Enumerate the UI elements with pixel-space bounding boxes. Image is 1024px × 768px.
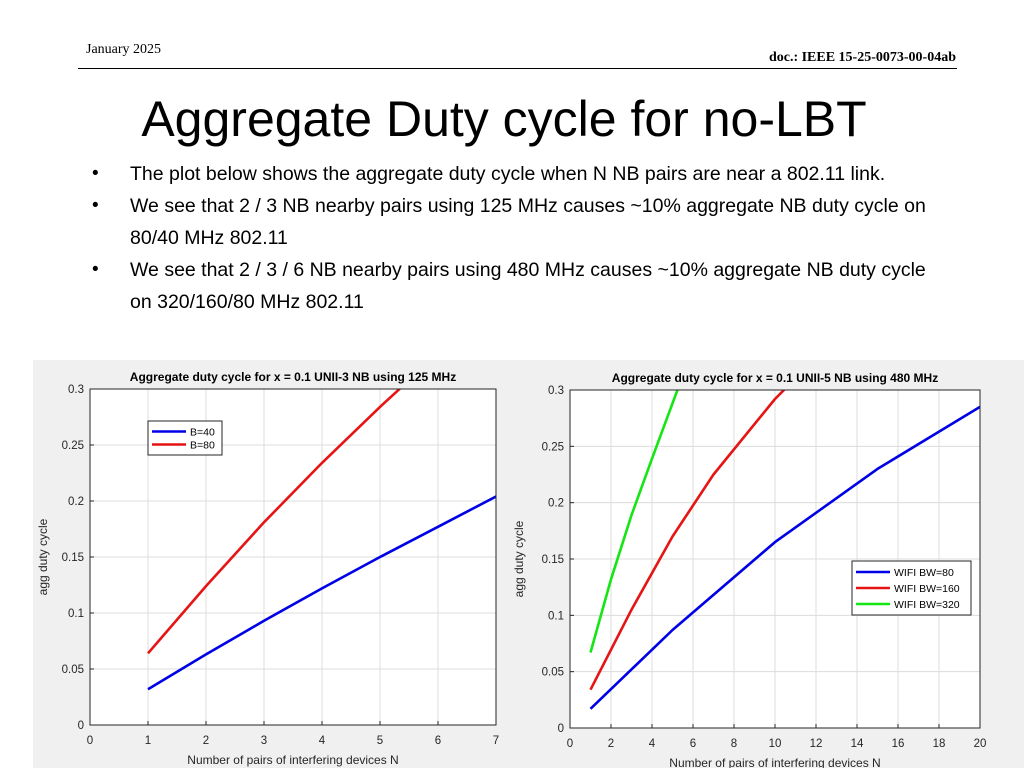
legend-label: WIFI BW=80 xyxy=(894,567,954,579)
x-tick-label: 5 xyxy=(377,735,383,747)
x-tick-label: 0 xyxy=(567,738,573,750)
series-line xyxy=(589,390,786,691)
x-tick-label: 18 xyxy=(933,738,946,750)
x-tick-label: 14 xyxy=(851,738,864,750)
x-tick-label: 8 xyxy=(731,738,737,750)
header-date: January 2025 xyxy=(86,42,162,57)
legend-box xyxy=(147,420,223,456)
bullet-item: We see that 2 / 3 / 6 NB nearby pairs us… xyxy=(86,254,946,318)
y-tick-label: 0.05 xyxy=(542,667,564,679)
chart-title: Aggregate duty cycle for x = 0.1 UNII-5 … xyxy=(612,371,938,385)
chart-title: Aggregate duty cycle for x = 0.1 UNII-3 … xyxy=(130,370,456,384)
chart-unii3: 0 1 2 3 4 5 6 7 0 0.05 0.1 0.15 0.2 0.25 0.3 Aggregate … xyxy=(36,370,499,767)
header-rule xyxy=(78,68,957,69)
header-doc-id: doc.: IEEE 15-25-0073-00-04ab xyxy=(768,50,956,65)
series-line xyxy=(589,390,679,653)
x-tick-label: 0 xyxy=(87,735,93,747)
x-tick-label: 4 xyxy=(319,735,326,747)
series-line xyxy=(147,389,402,655)
legend-label: B=40 xyxy=(190,427,215,439)
y-tick-label: 0.3 xyxy=(548,385,564,397)
x-tick-label: 2 xyxy=(203,735,209,747)
bullet-item: The plot below shows the aggregate duty … xyxy=(86,158,946,190)
x-tick-label: 1 xyxy=(145,735,151,747)
y-tick-label: 0.2 xyxy=(548,498,564,510)
x-axis-label: Number of pairs of interfering devices N xyxy=(187,753,398,767)
y-tick-label: 0.15 xyxy=(62,552,84,564)
x-tick-label: 20 xyxy=(974,738,987,750)
series-line xyxy=(589,405,980,710)
y-tick-label: 0.15 xyxy=(542,554,564,566)
y-tick-label: 0.3 xyxy=(68,384,84,396)
y-tick-label: 0.05 xyxy=(62,664,84,676)
bullet-item: We see that 2 / 3 NB nearby pairs using … xyxy=(86,190,946,254)
x-tick-label: 7 xyxy=(493,735,499,747)
chart-unii5: 0 2 4 6 8 10 12 14 16 18 20 0 0.05 0.1 0.15 0.2 0.25 0.3 A… xyxy=(512,371,987,768)
y-tick-label: 0 xyxy=(78,720,84,732)
y-tick-label: 0.1 xyxy=(548,610,564,622)
x-tick-label: 3 xyxy=(261,735,267,747)
x-tick-label: 2 xyxy=(608,738,614,750)
y-axis-label: agg duty cycle xyxy=(512,520,526,597)
x-tick-label: 12 xyxy=(810,738,823,750)
y-tick-label: 0.25 xyxy=(62,440,84,452)
x-tick-label: 4 xyxy=(649,738,656,750)
slide-title: Aggregate Duty cycle for no-LBT xyxy=(141,91,867,147)
x-tick-label: 6 xyxy=(690,738,696,750)
x-axis-label: Number of pairs of interfering devices N xyxy=(669,756,880,768)
y-axis-label: agg duty cycle xyxy=(36,518,50,595)
legend-label: WIFI BW=160 xyxy=(894,583,960,595)
legend-label: B=80 xyxy=(190,440,215,452)
y-tick-label: 0.25 xyxy=(542,441,564,453)
legend-label: WIFI BW=320 xyxy=(894,599,960,611)
x-tick-label: 16 xyxy=(892,738,905,750)
x-tick-label: 6 xyxy=(435,735,441,747)
x-tick-label: 10 xyxy=(769,738,782,750)
bullet-list: The plot below shows the aggregate duty … xyxy=(86,158,946,318)
y-tick-label: 0 xyxy=(558,723,564,735)
y-tick-label: 0.1 xyxy=(68,608,84,620)
y-tick-label: 0.2 xyxy=(68,496,84,508)
series-line xyxy=(147,495,496,691)
